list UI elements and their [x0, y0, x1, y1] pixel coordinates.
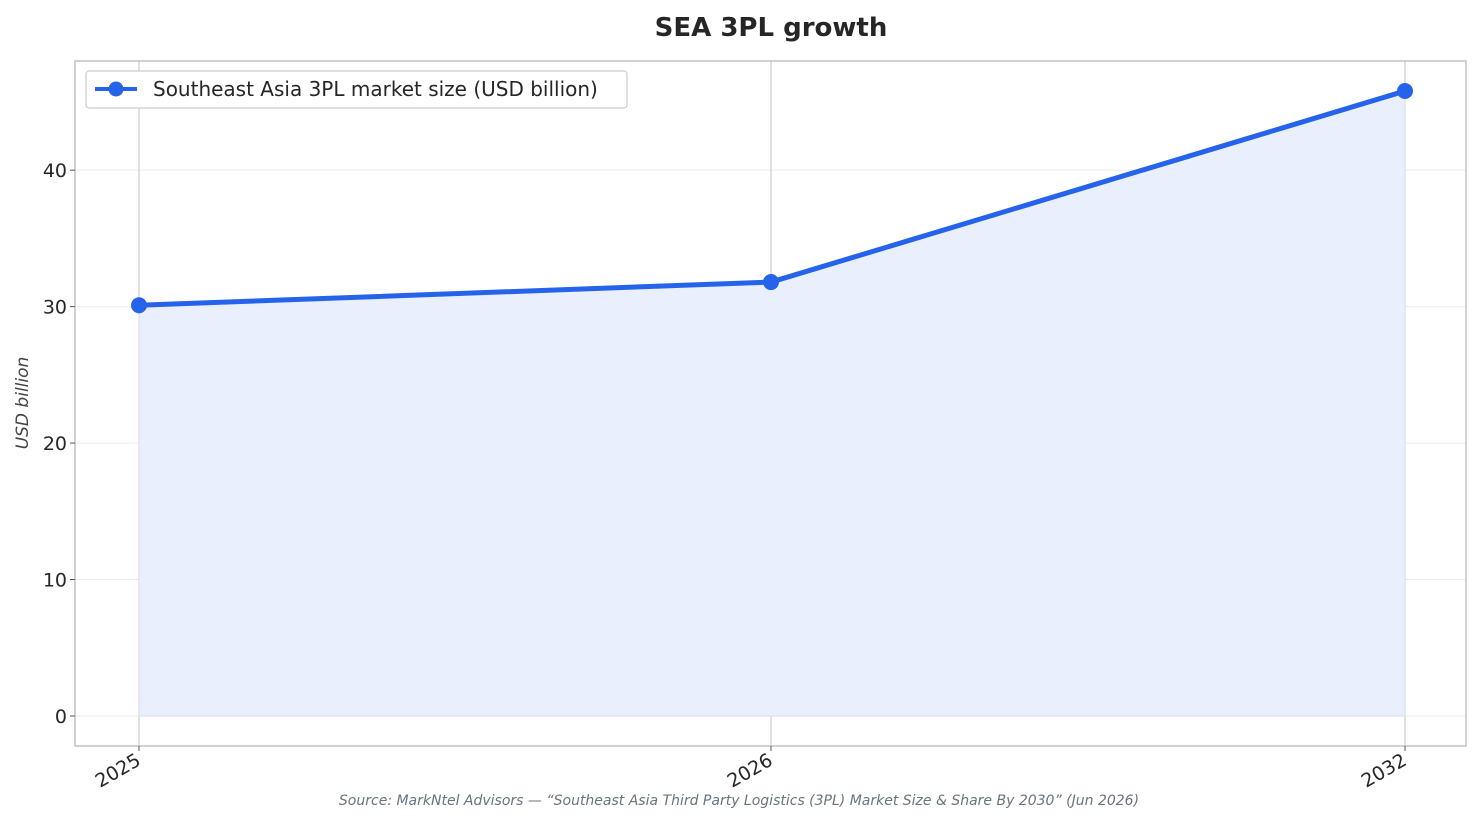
x-tick-label-2026: 2026	[724, 749, 777, 792]
x-axis-ticks: 2025 2026 2032	[92, 746, 1411, 793]
y-axis-label: USD billion	[13, 357, 33, 450]
legend-box	[85, 70, 628, 109]
y-tick-label: 0	[55, 706, 67, 728]
source-note: Source: MarkNtel Advisors — “Southeast A…	[339, 793, 1139, 809]
x-tick-label-2032: 2032	[1358, 749, 1411, 792]
data-point-2026	[763, 274, 779, 291]
data-point-2032	[1397, 83, 1413, 100]
data-point-2025	[131, 297, 147, 314]
y-tick-label: 20	[43, 433, 67, 455]
y-tick-label: 30	[43, 297, 67, 319]
legend-marker-swatch	[108, 81, 124, 97]
y-tick-label: 10	[43, 570, 67, 592]
y-tick-label: 40	[43, 160, 67, 182]
area-fill	[138, 90, 1406, 717]
chart-title: SEA 3PL growth	[655, 13, 888, 43]
x-tick-label-2025: 2025	[92, 749, 145, 792]
y-axis-ticks: 0 10 20 30 40	[43, 160, 75, 728]
legend: Southeast Asia 3PL market size (USD bill…	[85, 70, 628, 109]
data-points	[131, 83, 1413, 314]
legend-entry-label: Southeast Asia 3PL market size (USD bill…	[153, 77, 598, 101]
